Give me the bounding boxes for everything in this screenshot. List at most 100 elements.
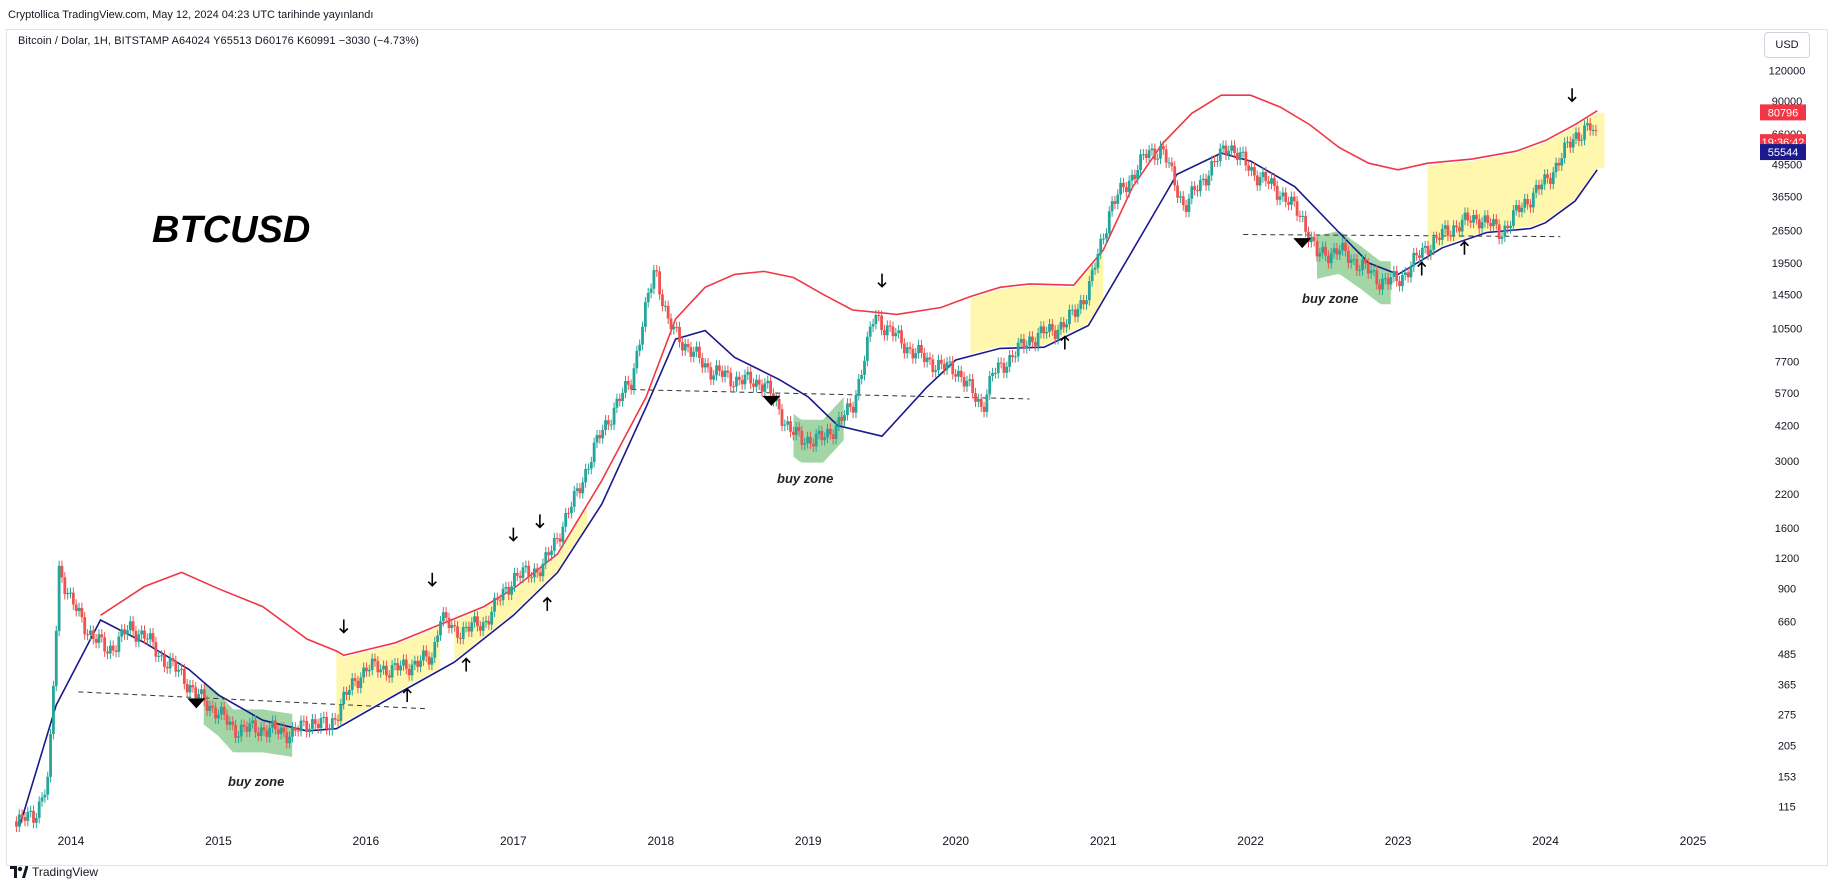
candle-body xyxy=(108,645,112,654)
candle-body xyxy=(484,620,488,623)
candle-body xyxy=(1403,272,1407,276)
y-tick-label: 3000 xyxy=(1775,456,1799,468)
candle-body xyxy=(1011,355,1014,358)
candle-body xyxy=(1065,324,1068,328)
candle-body xyxy=(177,669,181,672)
candle-body xyxy=(1144,154,1148,158)
candle-body xyxy=(606,420,610,425)
candle-body xyxy=(1437,237,1441,240)
candle-body xyxy=(521,567,525,578)
y-tick-label: 120000 xyxy=(1769,65,1806,77)
candle-body xyxy=(1480,222,1484,229)
candle-body xyxy=(154,642,158,657)
candle-body xyxy=(248,723,252,732)
candle-body xyxy=(1241,151,1245,153)
candle-body xyxy=(262,727,266,731)
candle-body xyxy=(1580,139,1584,141)
candle-body xyxy=(1500,236,1504,239)
candle-body xyxy=(296,730,300,732)
candle-body xyxy=(271,720,274,728)
sell-arrow-icon xyxy=(339,619,349,634)
candle-body xyxy=(123,629,126,635)
highlight-zone xyxy=(1427,112,1605,255)
candle-body xyxy=(723,370,727,377)
currency-button[interactable]: USD xyxy=(1764,32,1810,58)
candle-body xyxy=(165,666,169,669)
buy-arrow-icon xyxy=(402,687,412,702)
candle-body xyxy=(729,372,733,387)
candle-body xyxy=(339,703,343,721)
candle-body xyxy=(1321,246,1325,254)
candle-body xyxy=(151,633,155,643)
candle-body xyxy=(433,642,437,658)
candle-body xyxy=(498,599,502,601)
candle-body xyxy=(1548,178,1552,184)
candle-body xyxy=(1446,225,1450,236)
support-line xyxy=(78,691,425,710)
candle-body xyxy=(228,721,232,725)
candle-body xyxy=(1292,196,1296,202)
candle-body xyxy=(1591,130,1595,132)
candle-body xyxy=(1167,162,1171,164)
candle-body xyxy=(1124,187,1128,192)
candle-body xyxy=(979,398,983,407)
candle-body xyxy=(951,361,955,375)
candle-body xyxy=(797,427,801,432)
breakdown-triangle-icon xyxy=(1293,238,1312,249)
markers xyxy=(187,88,1577,709)
candle-body xyxy=(15,821,18,827)
candle-body xyxy=(897,330,901,334)
candle-body xyxy=(902,343,906,354)
candle-body xyxy=(279,727,283,735)
candle-body xyxy=(1287,201,1290,205)
candle-body xyxy=(293,727,297,731)
y-tick-label: 7700 xyxy=(1775,356,1799,368)
candle-body xyxy=(1113,201,1117,204)
candle-body xyxy=(160,655,163,657)
candle-body xyxy=(1568,141,1572,148)
candle-body xyxy=(106,651,109,654)
candle-body xyxy=(319,718,323,729)
candle-body xyxy=(746,371,750,375)
candle-body xyxy=(735,376,738,387)
candle-body xyxy=(675,326,679,328)
y-tick-label: 19500 xyxy=(1772,258,1803,270)
candle-body xyxy=(305,720,309,733)
candle-body xyxy=(20,814,24,818)
candle-body xyxy=(237,736,240,738)
candle-body xyxy=(134,631,138,642)
candle-body xyxy=(786,421,790,425)
y-tick-label: 14500 xyxy=(1772,289,1803,301)
tradingview-logo[interactable]: TradingView xyxy=(10,865,98,879)
candle-body xyxy=(1187,198,1191,212)
y-tick-label: 660 xyxy=(1778,617,1796,629)
candle-body xyxy=(103,637,107,652)
candle-body xyxy=(615,398,619,408)
candle-body xyxy=(1503,225,1507,237)
candle-body xyxy=(1352,259,1356,261)
candle-body xyxy=(126,630,129,635)
candle-body xyxy=(1511,210,1515,226)
candle-body xyxy=(1250,167,1253,171)
candle-body xyxy=(1358,270,1362,272)
candle-body xyxy=(1156,158,1160,160)
candle-body xyxy=(1335,248,1339,255)
candle-body xyxy=(513,572,516,587)
candle-body xyxy=(703,363,707,368)
candle-body xyxy=(29,810,33,812)
candle-body xyxy=(370,658,374,670)
candle-body xyxy=(382,665,385,670)
price-label-text: 80796 xyxy=(1768,107,1799,119)
candle-body xyxy=(715,365,718,376)
candle-body xyxy=(1460,219,1464,232)
candle-body xyxy=(1272,178,1276,186)
candle-body xyxy=(1142,154,1145,156)
candle-body xyxy=(692,351,696,357)
candle-body xyxy=(1583,125,1586,140)
candle-body xyxy=(1543,174,1547,185)
candle-body xyxy=(1022,339,1026,348)
candle-body xyxy=(1363,259,1367,264)
candle-body xyxy=(885,325,889,336)
x-tick-label: 2023 xyxy=(1385,834,1412,848)
